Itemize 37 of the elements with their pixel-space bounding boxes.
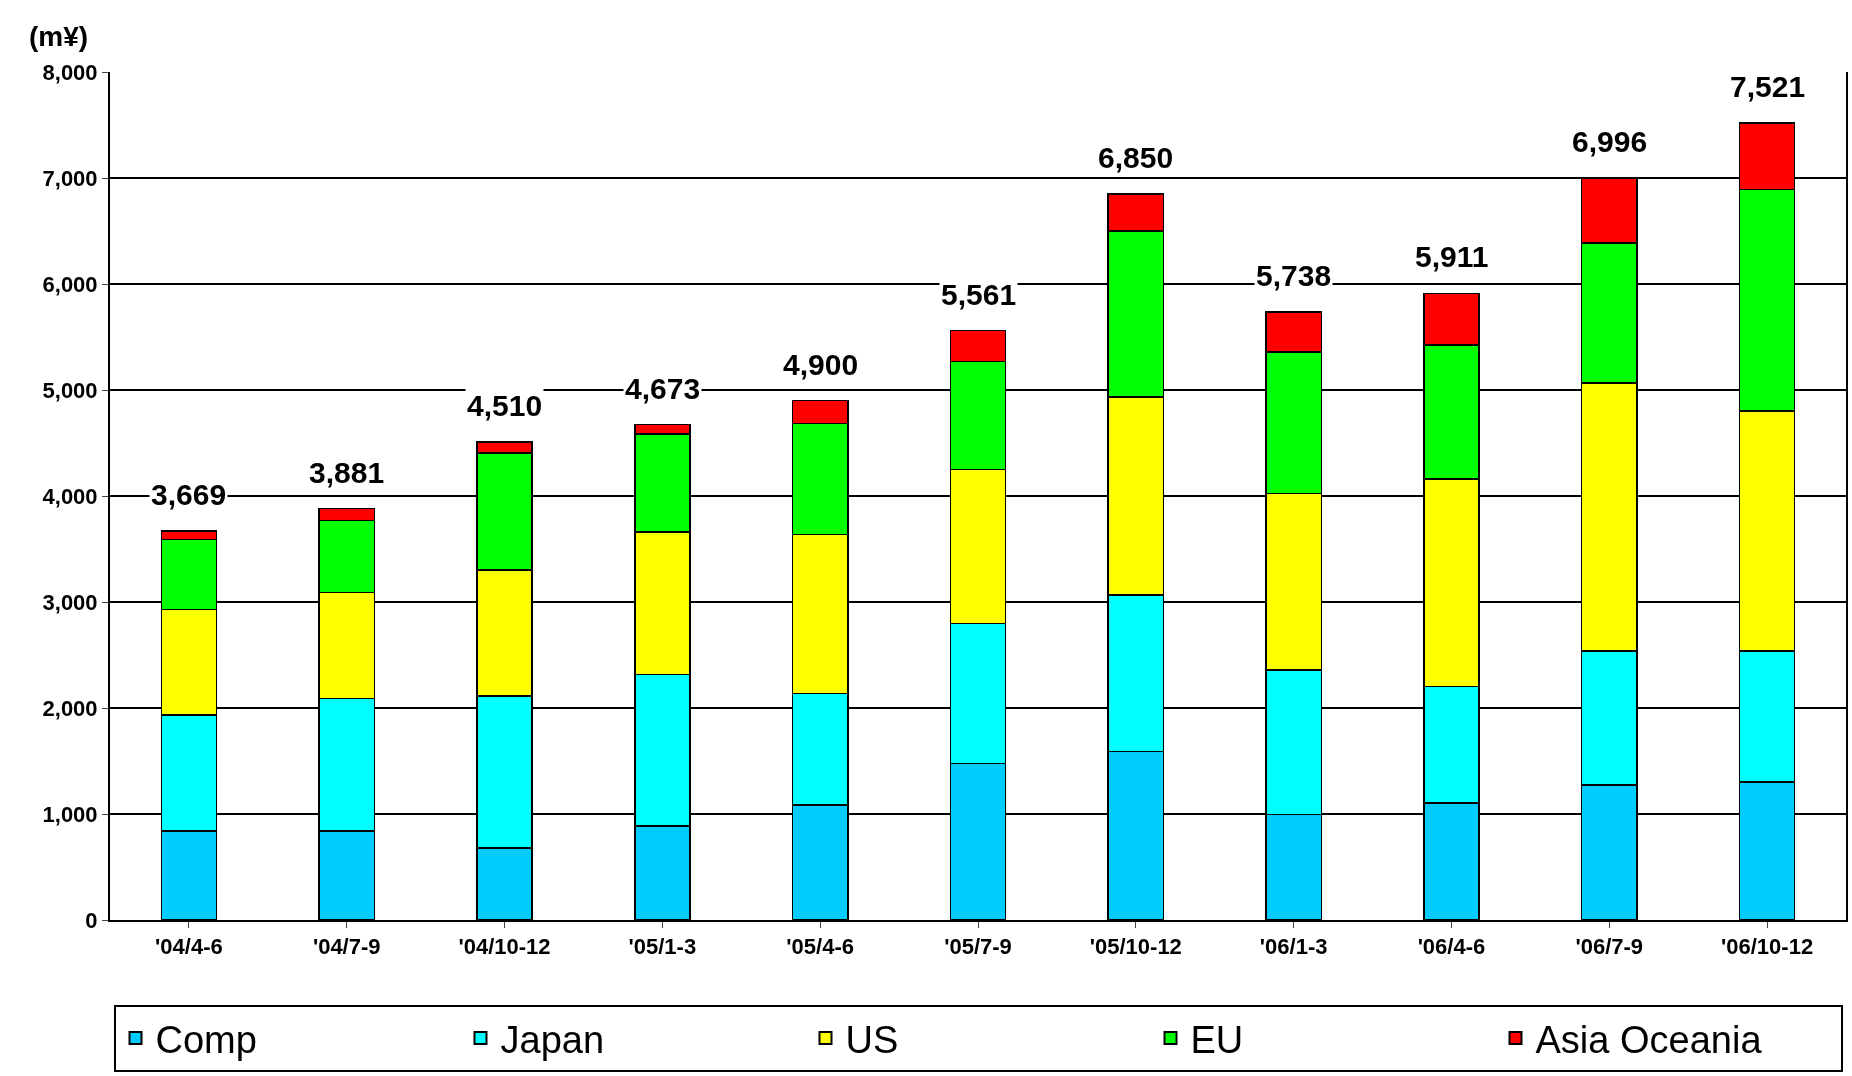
total-label: 4,510 (467, 389, 543, 422)
x-tick-label: '04/10-12 (458, 934, 551, 960)
total-label: 7,521 (1730, 70, 1806, 103)
total-label: 6,996 (1572, 125, 1648, 158)
y-tick-label: 7,000 (42, 165, 98, 191)
x-tick-label: '06/10-12 (1721, 934, 1814, 960)
legend-label: Comp (155, 1018, 257, 1061)
total-label: 4,673 (625, 372, 701, 405)
legend-label: Asia Oceania (1535, 1018, 1763, 1061)
x-tick-label: '04/4-6 (155, 934, 223, 960)
legend-label: Japan (500, 1018, 605, 1061)
total-label: 4,900 (783, 348, 859, 381)
x-tick-label: '04/7-9 (312, 934, 381, 960)
y-tick-label: 1,000 (42, 801, 98, 827)
total-label: 3,669 (151, 478, 227, 511)
legend-label: US (845, 1018, 899, 1061)
y-tick-label: 4,000 (42, 483, 98, 509)
total-label: 5,738 (1256, 259, 1332, 292)
y-tick-label: 0 (85, 907, 98, 933)
x-tick-label: '05/1-3 (628, 934, 697, 960)
y-tick-label: 6,000 (42, 271, 98, 297)
x-tick-label: '06/7-9 (1575, 934, 1644, 960)
total-label: 5,561 (941, 278, 1017, 311)
x-tick-label: '06/4-6 (1417, 934, 1486, 960)
y-tick-label: 2,000 (42, 695, 98, 721)
x-tick-label: '05/7-9 (944, 934, 1012, 960)
x-tick-label: '05/10-12 (1089, 934, 1182, 960)
y-tick-label: 5,000 (42, 377, 98, 403)
y-axis-title: (m¥) (29, 21, 89, 52)
y-tick-label: 8,000 (42, 59, 98, 85)
y-tick-label: 3,000 (42, 589, 98, 615)
x-tick-label: '05/4-6 (786, 934, 854, 960)
total-label: 5,911 (1415, 240, 1489, 273)
total-label: 6,850 (1098, 141, 1174, 174)
total-label: 3,881 (309, 456, 385, 489)
legend-label: EU (1190, 1018, 1244, 1061)
x-tick-label: '06/1-3 (1259, 934, 1328, 960)
